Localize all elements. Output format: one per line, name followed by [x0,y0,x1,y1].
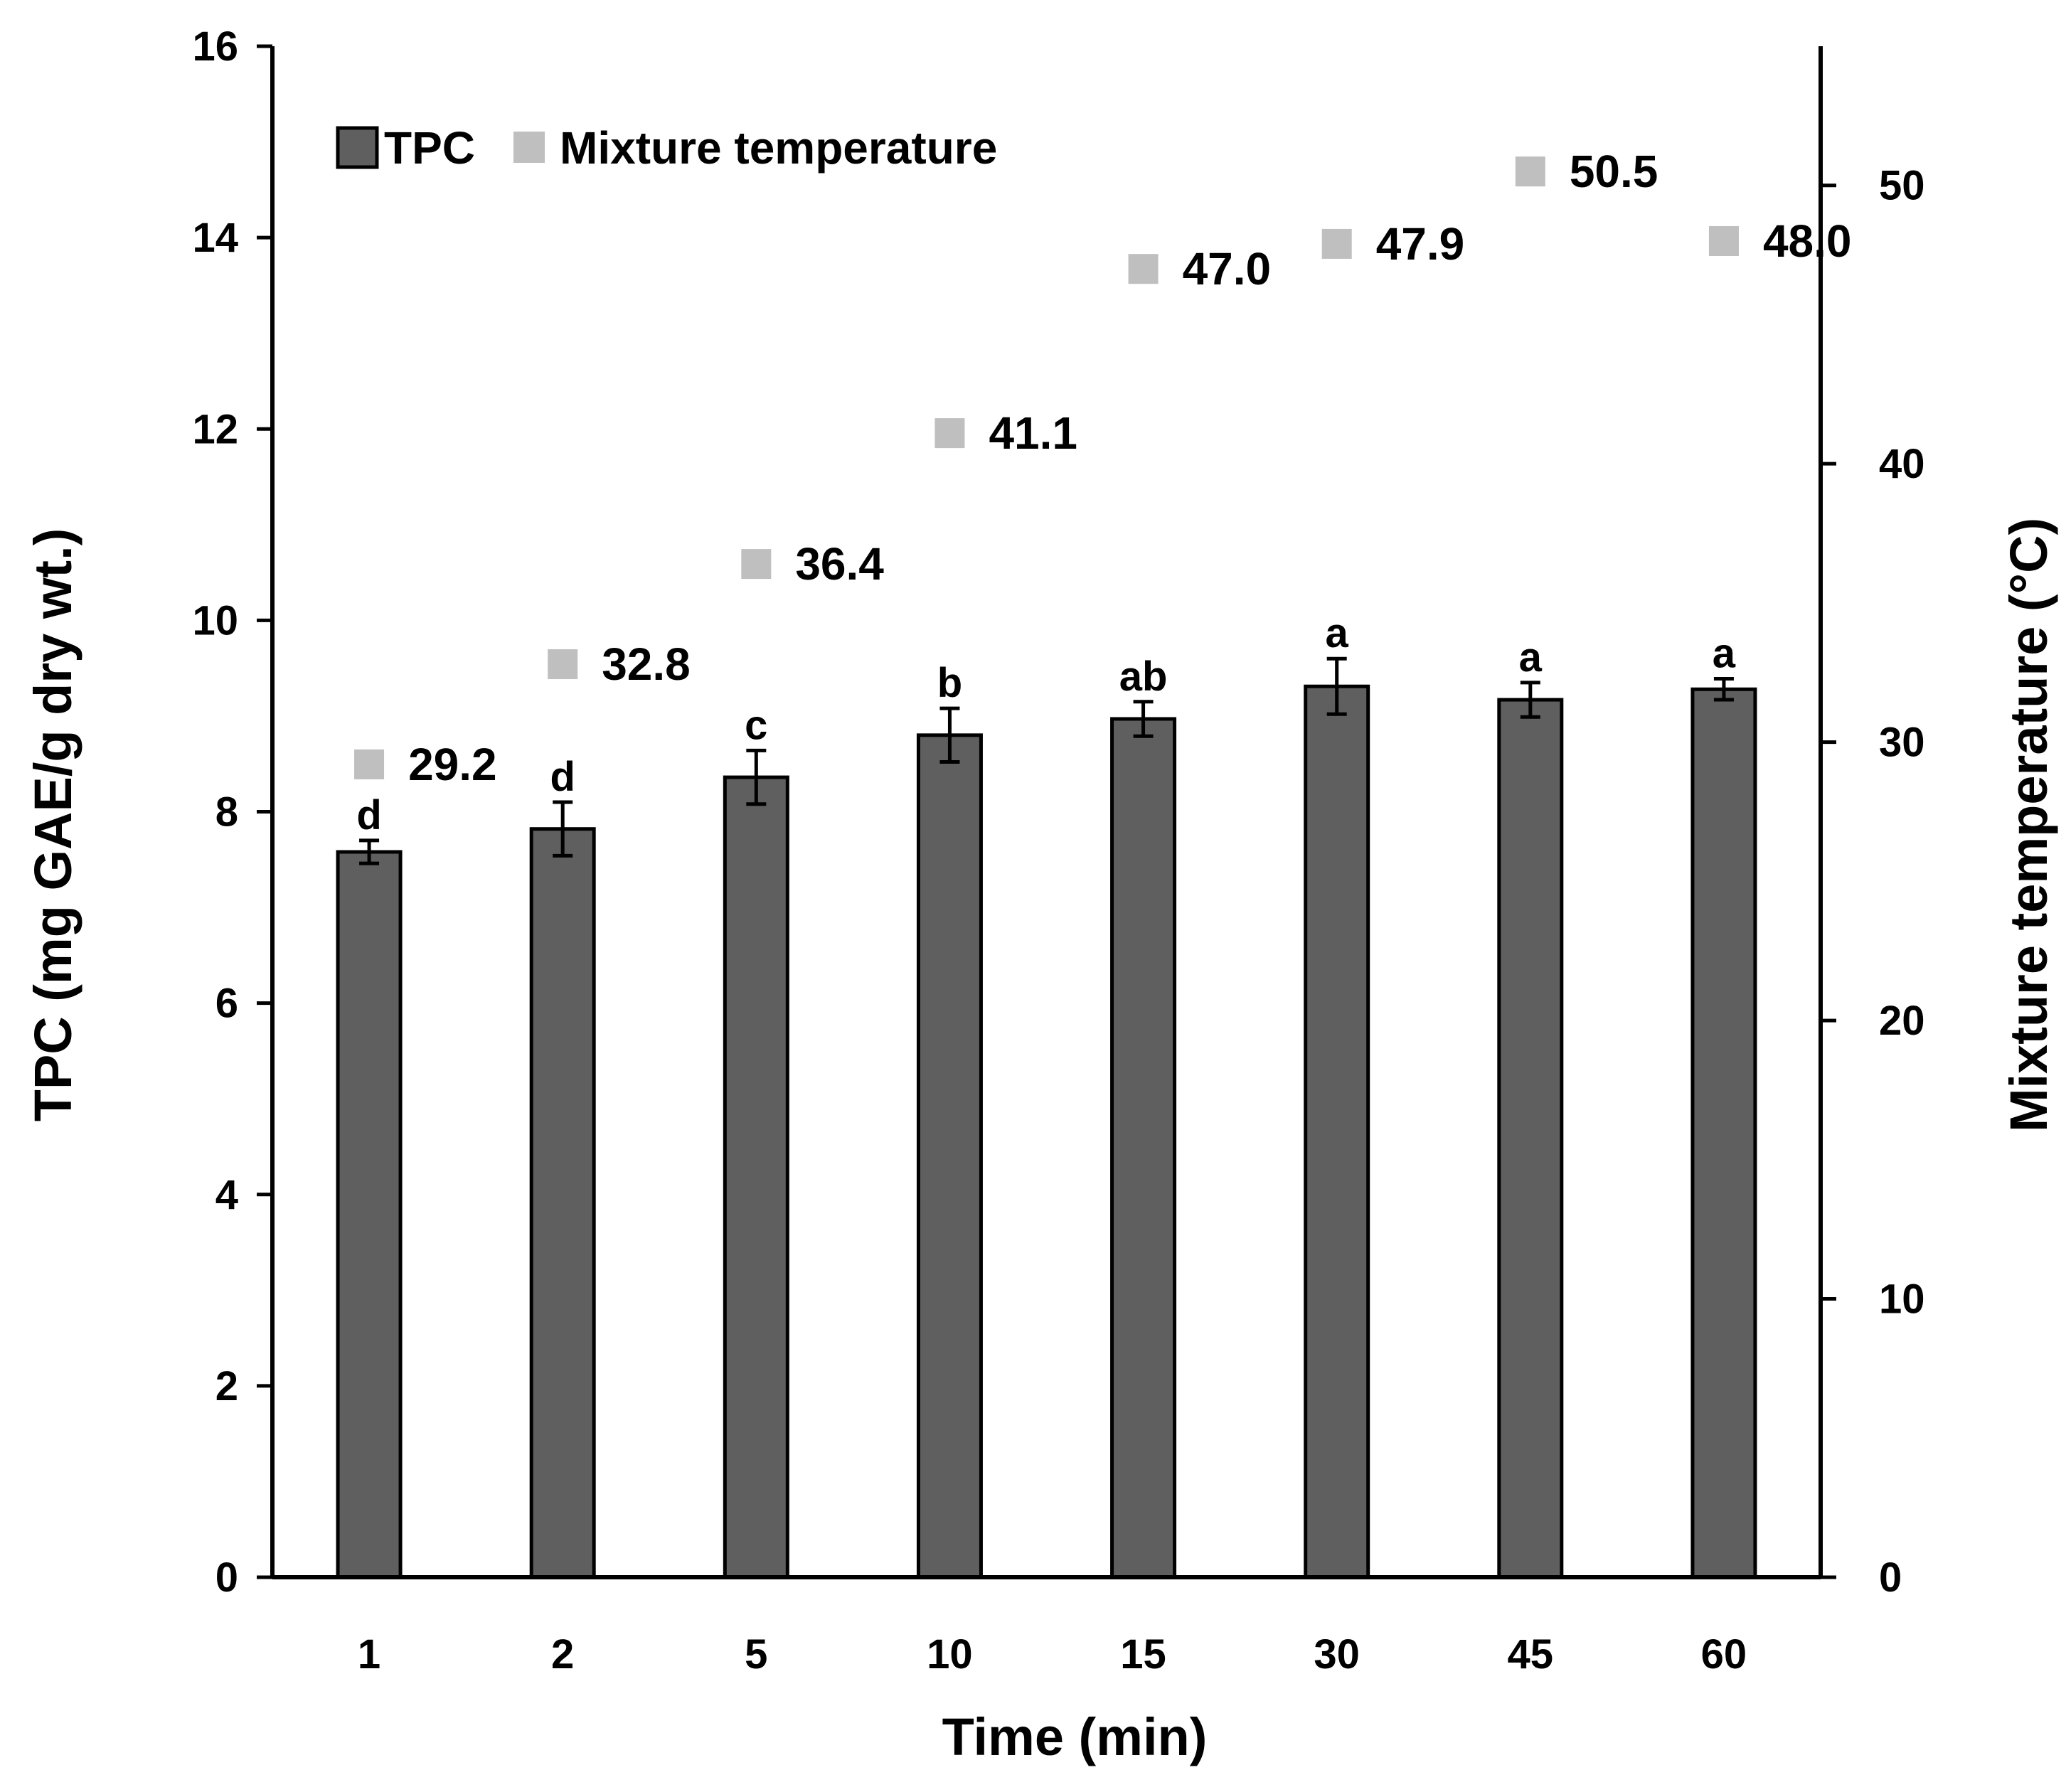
temperature-label: 47.0 [1183,243,1272,294]
error-bar [553,800,573,858]
legend: TPC Mixture temperature [336,122,997,174]
legend-label-temperature: Mixture temperature [560,122,997,174]
y2-tick-label: 20 [1879,998,1925,1044]
y-tick-label: 12 [192,406,238,452]
x-tick-label: 45 [1508,1631,1554,1678]
x-tick-label: 5 [745,1631,767,1678]
y-tick-label: 8 [215,789,238,836]
y-tick-label: 16 [192,23,238,70]
tpc-bar [529,827,596,1579]
tpc-bar [1110,717,1177,1579]
x-tick-label: 1 [358,1631,380,1678]
significance-label: c [745,702,767,748]
error-bar [1520,681,1540,719]
temperature-label: 32.8 [602,639,691,690]
error-bar [939,706,960,764]
tpc-bar [1497,698,1564,1579]
tpc-bar [723,775,789,1579]
legend-swatch-temperature [513,132,545,163]
temperature-label: 50.5 [1570,146,1658,197]
temperature-label: 36.4 [795,538,884,590]
error-bar [1326,656,1347,716]
error-bar [359,838,380,865]
tpc-bar [1304,684,1370,1579]
temperature-marker [741,549,772,580]
y-tick-label: 10 [192,597,238,644]
legend-label-tpc: TPC [384,122,475,174]
y2-tick-label: 10 [1879,1276,1925,1323]
error-bar [1713,676,1734,702]
significance-label: a [1713,630,1736,676]
x-tick-label: 60 [1701,1631,1747,1678]
temperature-marker [548,649,578,680]
temperature-marker [1708,226,1739,257]
significance-label: a [1326,610,1349,656]
x-tick-label: 10 [927,1631,973,1678]
y2-tick-label: 40 [1879,441,1925,487]
y-tick-label: 14 [192,215,238,261]
y-axis-title: TPC (mg GAE/g dry wt.) [23,528,82,1122]
temperature-label: 41.1 [989,407,1077,459]
y-tick-label: 2 [215,1363,238,1409]
y-tick-label: 4 [215,1172,238,1218]
significance-label: b [937,660,962,706]
x-tick-label: 15 [1120,1631,1166,1678]
significance-label: a [1519,634,1543,681]
temperature-marker [1128,254,1159,284]
temperature-marker [1321,228,1352,259]
temperature-label: 47.9 [1376,218,1465,270]
y2-axis-title: Mixture temperature (°C) [1999,518,2058,1132]
temperature-marker [354,749,385,779]
significance-label: d [550,754,575,800]
plot-area: d d c b ab a a a 29.2 32.8 36.4 41.1 47.0 47.9 50.5 48.… [336,146,1852,1579]
tpc-bar [916,733,983,1579]
y2-tick-label: 0 [1879,1554,1902,1601]
temperature-label: 29.2 [408,739,497,790]
significance-label: ab [1119,654,1168,700]
y-tick-label: 0 [215,1554,238,1601]
error-bar [1133,700,1154,738]
significance-label: d [356,792,381,838]
y2-tick-label: 30 [1879,720,1925,766]
x-tick-label: 2 [551,1631,574,1678]
error-bar [746,748,767,806]
y2-tick-label: 50 [1879,163,1925,209]
tpc-bar [336,850,403,1579]
temperature-marker [935,418,965,449]
legend-swatch-tpc [336,126,379,169]
x-tick-label: 30 [1314,1631,1360,1678]
temperature-marker [1515,156,1545,187]
tpc-bar [1690,687,1757,1579]
x-axis-title: Time (min) [942,1707,1208,1766]
temperature-label: 48.0 [1763,215,1852,267]
y-tick-label: 6 [215,981,238,1027]
